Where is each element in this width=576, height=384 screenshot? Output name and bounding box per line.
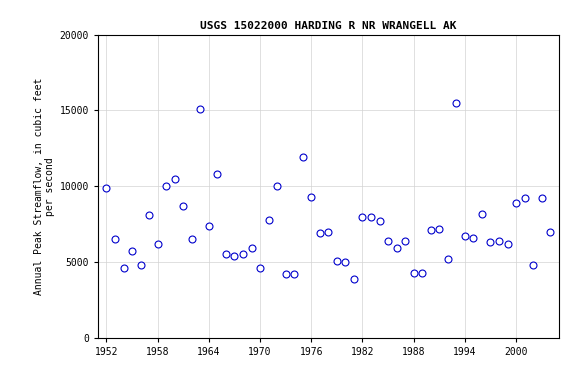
Point [264, 217, 273, 223]
Point [537, 195, 546, 202]
Point [127, 248, 137, 255]
Point [213, 171, 222, 177]
Point [315, 230, 324, 236]
Point [375, 218, 384, 224]
Point [170, 175, 179, 182]
Point [443, 256, 452, 262]
Point [418, 270, 427, 276]
Point [306, 194, 316, 200]
Point [460, 233, 469, 239]
Point [324, 229, 333, 235]
Point [358, 214, 367, 220]
Point [494, 238, 503, 244]
Point [409, 270, 418, 276]
Point [179, 203, 188, 209]
Point [230, 253, 239, 259]
Point [281, 271, 290, 277]
Point [145, 212, 154, 218]
Point [221, 252, 230, 258]
Point [426, 227, 435, 233]
Point [545, 229, 555, 235]
Point [384, 238, 393, 244]
Point [400, 238, 410, 244]
Point [349, 276, 358, 282]
Point [298, 154, 308, 161]
Point [196, 106, 205, 112]
Point [529, 262, 538, 268]
Point [272, 183, 282, 189]
Point [341, 259, 350, 265]
Point [153, 241, 162, 247]
Point [503, 241, 512, 247]
Point [520, 195, 529, 202]
Point [111, 236, 120, 242]
Point [247, 245, 256, 252]
Point [392, 245, 401, 252]
Point [187, 236, 196, 242]
Point [511, 200, 521, 206]
Point [478, 210, 487, 217]
Point [136, 262, 145, 268]
Title: USGS 15022000 HARDING R NR WRANGELL AK: USGS 15022000 HARDING R NR WRANGELL AK [200, 21, 457, 31]
Point [452, 100, 461, 106]
Point [469, 235, 478, 241]
Point [486, 239, 495, 245]
Point [255, 265, 264, 271]
Point [332, 258, 342, 264]
Point [366, 214, 376, 220]
Point [102, 185, 111, 191]
Point [290, 271, 299, 277]
Point [435, 226, 444, 232]
Point [238, 252, 248, 258]
Point [204, 223, 214, 229]
Point [162, 183, 171, 189]
Point [119, 265, 128, 271]
Y-axis label: Annual Peak Streamflow, in cubic feet
per second: Annual Peak Streamflow, in cubic feet pe… [34, 78, 55, 295]
